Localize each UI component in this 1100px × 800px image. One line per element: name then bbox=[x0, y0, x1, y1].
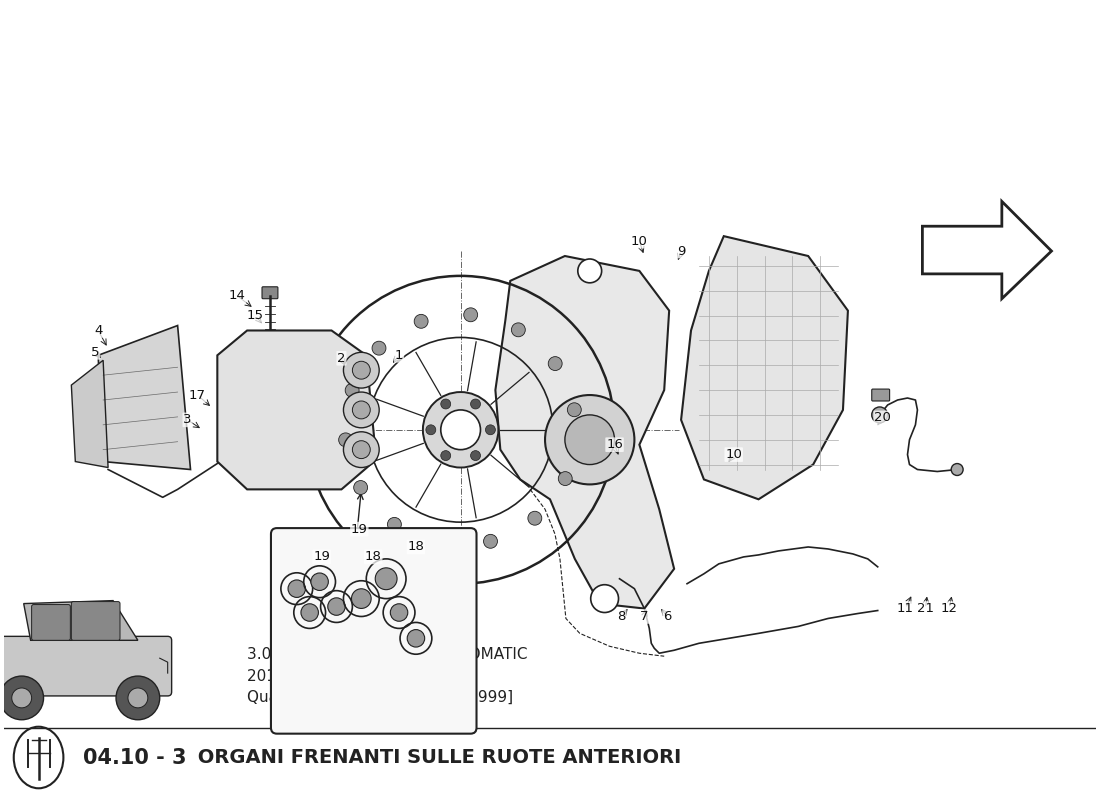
Text: 21: 21 bbox=[917, 602, 934, 615]
Circle shape bbox=[352, 441, 371, 458]
Text: 14: 14 bbox=[229, 290, 245, 302]
Text: 18: 18 bbox=[407, 541, 425, 554]
Circle shape bbox=[544, 395, 635, 485]
Polygon shape bbox=[72, 360, 108, 467]
Text: 9: 9 bbox=[676, 245, 685, 258]
Circle shape bbox=[328, 598, 345, 615]
Circle shape bbox=[415, 314, 428, 328]
Circle shape bbox=[128, 688, 147, 708]
Circle shape bbox=[343, 392, 379, 428]
Text: ORGANI FRENANTI SULLE RUOTE ANTERIORI: ORGANI FRENANTI SULLE RUOTE ANTERIORI bbox=[190, 748, 681, 767]
Circle shape bbox=[387, 518, 402, 531]
FancyBboxPatch shape bbox=[72, 602, 120, 640]
Circle shape bbox=[441, 399, 451, 409]
Circle shape bbox=[311, 573, 329, 590]
FancyBboxPatch shape bbox=[262, 286, 278, 298]
Circle shape bbox=[528, 511, 542, 525]
Circle shape bbox=[548, 357, 562, 370]
Circle shape bbox=[116, 676, 160, 720]
Circle shape bbox=[952, 463, 964, 475]
FancyBboxPatch shape bbox=[871, 389, 890, 401]
Circle shape bbox=[485, 425, 495, 434]
Text: 10: 10 bbox=[725, 448, 742, 461]
Polygon shape bbox=[923, 202, 1052, 298]
Circle shape bbox=[390, 604, 408, 622]
Text: 17: 17 bbox=[189, 389, 206, 402]
Circle shape bbox=[345, 383, 359, 398]
Circle shape bbox=[484, 534, 497, 548]
Circle shape bbox=[569, 423, 583, 437]
Circle shape bbox=[422, 392, 498, 467]
Text: 19: 19 bbox=[314, 550, 330, 563]
Circle shape bbox=[591, 585, 618, 613]
Polygon shape bbox=[495, 256, 674, 609]
Text: 8: 8 bbox=[617, 610, 626, 623]
Text: 6: 6 bbox=[663, 610, 671, 623]
Circle shape bbox=[354, 481, 367, 494]
Circle shape bbox=[352, 589, 371, 609]
Text: 3: 3 bbox=[184, 414, 191, 426]
Text: 4: 4 bbox=[94, 324, 102, 337]
Circle shape bbox=[301, 604, 318, 622]
Text: 15: 15 bbox=[246, 309, 264, 322]
Circle shape bbox=[407, 630, 425, 647]
Circle shape bbox=[464, 308, 477, 322]
Circle shape bbox=[352, 362, 371, 379]
Text: 04.10 - 3: 04.10 - 3 bbox=[84, 747, 187, 767]
FancyBboxPatch shape bbox=[0, 636, 172, 696]
Circle shape bbox=[426, 425, 436, 434]
Text: 1: 1 bbox=[395, 349, 404, 362]
Text: 2014 - EUROPE: 2014 - EUROPE bbox=[248, 669, 363, 683]
Circle shape bbox=[565, 415, 615, 465]
Polygon shape bbox=[24, 601, 138, 640]
Circle shape bbox=[352, 401, 371, 419]
Circle shape bbox=[441, 450, 451, 461]
Text: 20: 20 bbox=[874, 411, 891, 424]
Circle shape bbox=[372, 342, 386, 355]
Text: 10: 10 bbox=[631, 234, 648, 248]
Circle shape bbox=[343, 352, 379, 388]
Text: 16: 16 bbox=[606, 438, 623, 451]
FancyBboxPatch shape bbox=[271, 528, 476, 734]
Circle shape bbox=[12, 688, 32, 708]
Text: 19: 19 bbox=[351, 522, 367, 535]
Circle shape bbox=[578, 259, 602, 283]
Text: 2: 2 bbox=[338, 352, 345, 365]
Polygon shape bbox=[218, 330, 376, 490]
Circle shape bbox=[471, 399, 481, 409]
FancyBboxPatch shape bbox=[32, 605, 70, 640]
Circle shape bbox=[568, 402, 581, 417]
Text: 5: 5 bbox=[91, 346, 99, 359]
Polygon shape bbox=[98, 326, 190, 470]
Circle shape bbox=[512, 323, 526, 337]
Circle shape bbox=[471, 450, 481, 461]
Polygon shape bbox=[681, 236, 848, 499]
Text: Quattroporte M156 [0 - 99999999]: Quattroporte M156 [0 - 99999999] bbox=[248, 690, 514, 706]
Text: 11: 11 bbox=[896, 602, 914, 615]
Circle shape bbox=[441, 410, 481, 450]
Text: 7: 7 bbox=[640, 610, 649, 623]
Circle shape bbox=[433, 537, 448, 550]
Circle shape bbox=[559, 472, 572, 486]
Circle shape bbox=[339, 433, 353, 447]
Circle shape bbox=[871, 407, 888, 423]
Text: 12: 12 bbox=[940, 602, 958, 615]
Circle shape bbox=[288, 580, 306, 598]
Text: 3.0 TDS V6 2WD 250 HP AUTOMATIC: 3.0 TDS V6 2WD 250 HP AUTOMATIC bbox=[248, 646, 528, 662]
Circle shape bbox=[343, 432, 379, 467]
Circle shape bbox=[375, 568, 397, 590]
Circle shape bbox=[0, 676, 44, 720]
Text: 18: 18 bbox=[365, 550, 382, 563]
